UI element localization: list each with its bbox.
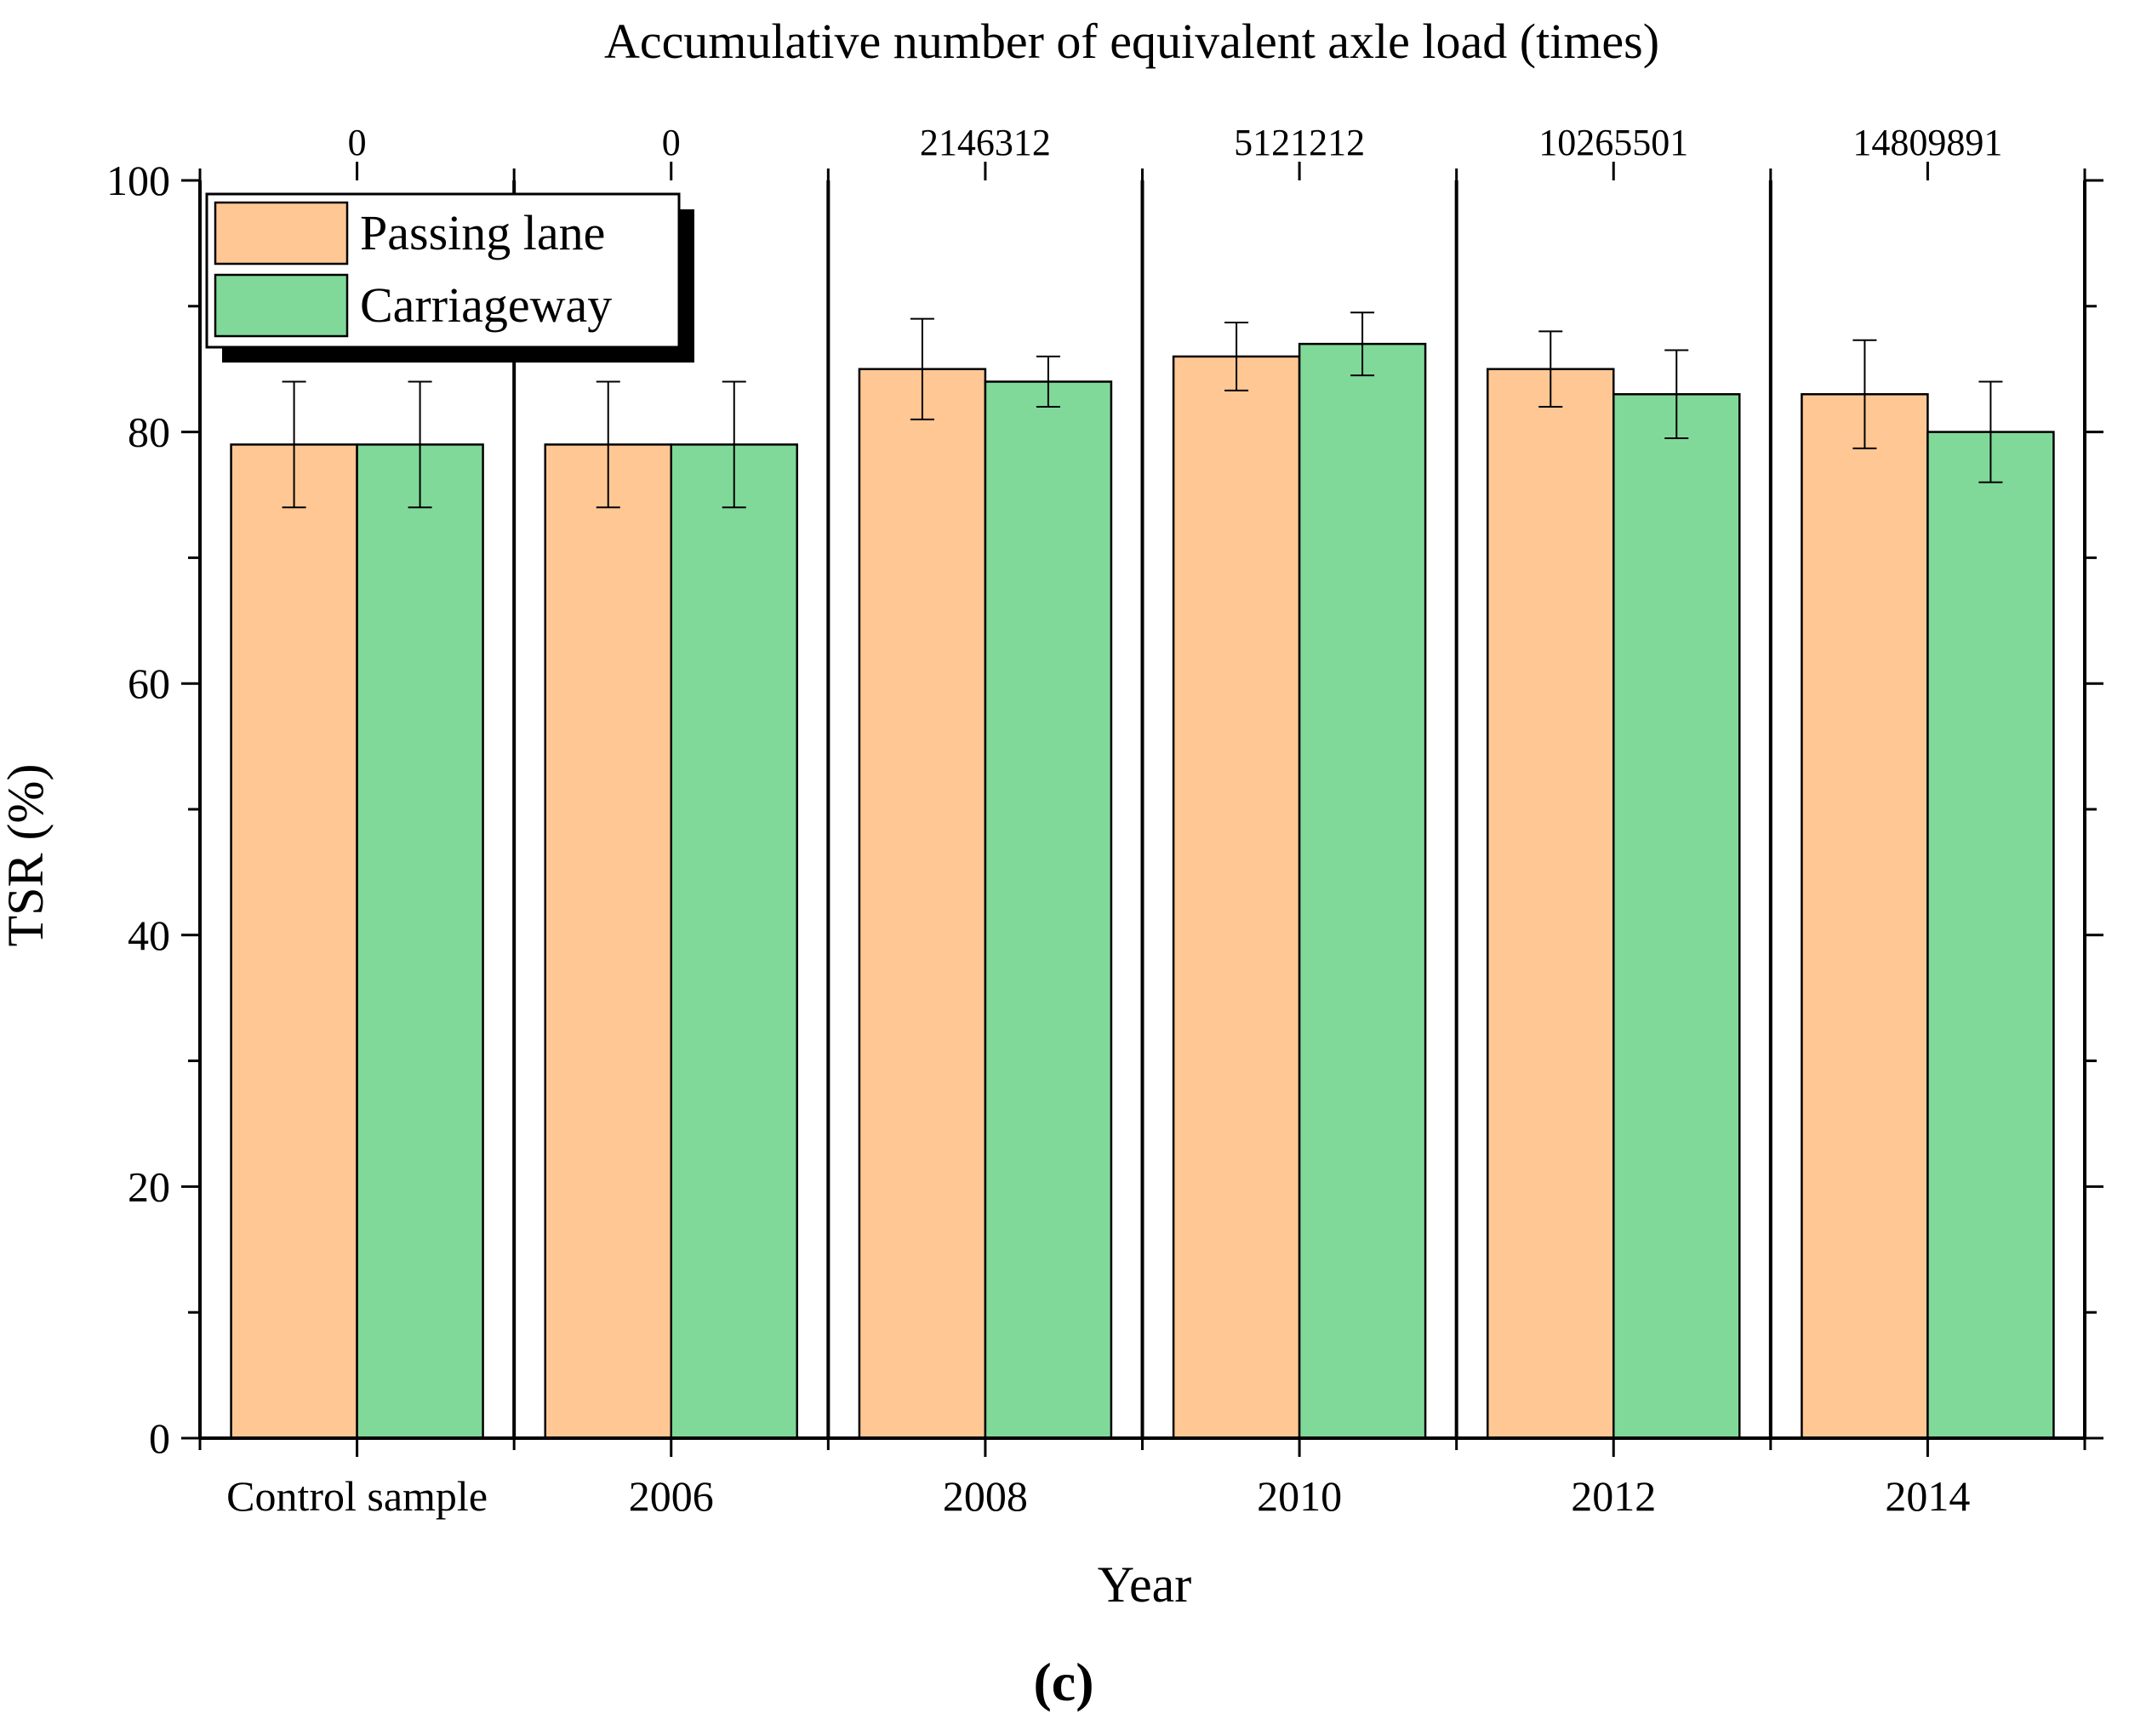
legend-swatch-passing-lane bbox=[214, 201, 349, 266]
bar-carriageway-control-sample bbox=[356, 443, 484, 1440]
bar-carriageway-2008 bbox=[984, 380, 1113, 1440]
bar-carriageway-2010 bbox=[1298, 342, 1427, 1440]
x-tick-label: 2008 bbox=[943, 1472, 1028, 1520]
y-tick-label: 20 bbox=[128, 1162, 170, 1210]
bar-passing-lane-2006 bbox=[544, 443, 672, 1440]
x-axis-title: Year bbox=[1098, 1556, 1192, 1613]
y-tick-label: 100 bbox=[106, 157, 170, 204]
y-tick-label: 0 bbox=[149, 1414, 170, 1462]
top-axis-label: 2146312 bbox=[920, 122, 1051, 163]
x-tick-label: 2014 bbox=[1885, 1472, 1970, 1520]
top-axis-label: 5121212 bbox=[1234, 122, 1365, 163]
top-axis-label: 0 bbox=[662, 122, 681, 163]
bar-passing-lane-2014 bbox=[1801, 393, 1929, 1440]
y-tick-label: 80 bbox=[128, 408, 170, 456]
bar-passing-lane-control-sample bbox=[230, 443, 358, 1440]
x-tick-label: 2010 bbox=[1257, 1472, 1342, 1520]
top-axis-label: 0 bbox=[348, 122, 367, 163]
bar-passing-lane-2012 bbox=[1487, 368, 1615, 1440]
x-tick-label: 2012 bbox=[1571, 1472, 1656, 1520]
legend-label-carriageway: Carriageway bbox=[360, 277, 612, 333]
x-tick-label: 2006 bbox=[629, 1472, 714, 1520]
legend-swatch-carriageway bbox=[214, 273, 349, 338]
bar-carriageway-2014 bbox=[1926, 431, 2055, 1440]
plot-area: 0 20 40 60 80 100 Control sample 0 2006 0 2008 2146… bbox=[106, 122, 2103, 1520]
top-axis-label: 14809891 bbox=[1852, 122, 2002, 163]
figure-caption: (c) bbox=[1033, 1652, 1093, 1712]
bar-carriageway-2012 bbox=[1612, 393, 1741, 1440]
bar-passing-lane-2008 bbox=[858, 368, 987, 1440]
x-tick-label: Control sample bbox=[226, 1472, 488, 1520]
y-tick-label: 40 bbox=[128, 911, 170, 959]
bar-carriageway-2006 bbox=[670, 443, 798, 1440]
legend-label-passing-lane: Passing lane bbox=[360, 205, 605, 260]
y-tick-label: 60 bbox=[128, 660, 170, 707]
bar-passing-lane-2010 bbox=[1172, 355, 1301, 1440]
top-axis-title: Accumulative number of equivalent axle l… bbox=[604, 14, 1659, 69]
top-axis-label: 10265501 bbox=[1538, 122, 1688, 163]
y-axis-title: TSR (%) bbox=[0, 764, 54, 947]
